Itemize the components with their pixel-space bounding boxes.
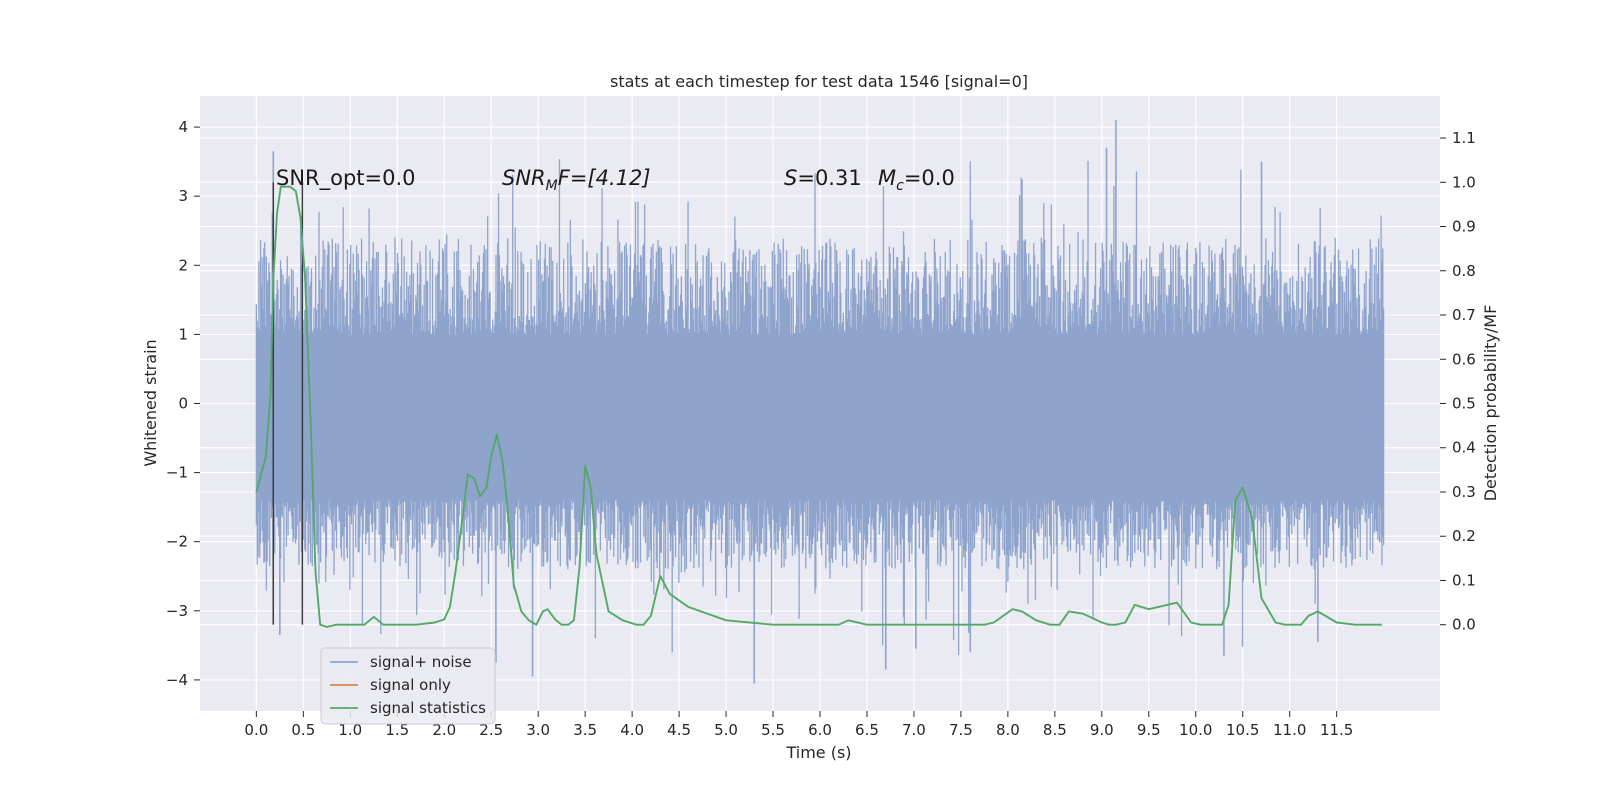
annotation-mc: Mc=0.0 xyxy=(878,166,955,194)
x-tick-label: 7.5 xyxy=(949,721,973,739)
y2-tick-label: 1.1 xyxy=(1452,129,1476,147)
y2-tick-label: 0.4 xyxy=(1452,439,1476,457)
x-tick-label: 3.5 xyxy=(573,721,597,739)
x-axis-ticks: 0.0 0.5 1.0 1.5 2.0 2.5 3.0 3.5 4.0 4.5 5.0 5.5 6.0 6… xyxy=(244,711,1353,739)
x-tick-label: 10.5 xyxy=(1226,721,1259,739)
y-axis-ticks: −4 −3 −2 −1 0 1 2 3 4 xyxy=(166,118,200,689)
x-tick-label: 5.5 xyxy=(761,721,785,739)
y2-tick-label: 0.9 xyxy=(1452,218,1476,236)
x-tick-label: 11.5 xyxy=(1320,721,1353,739)
y-tick-label: −1 xyxy=(166,464,188,482)
y2-axis-label: Detection probability/MF xyxy=(1481,305,1500,502)
y-tick-label: 1 xyxy=(178,325,188,343)
y2-axis-ticks: 0.0 0.1 0.2 0.3 0.4 0.5 0.6 0.7 0.8 0.9 1.0 1.1 xyxy=(1440,129,1476,634)
y2-tick-label: 0.6 xyxy=(1452,350,1476,368)
legend-label-signal-only: signal only xyxy=(370,676,451,694)
signal-statistics-line xyxy=(255,185,1382,628)
y2-tick-label: 0.0 xyxy=(1452,616,1476,634)
x-tick-label: 9.5 xyxy=(1137,721,1161,739)
y2-tick-label: 0.8 xyxy=(1452,262,1476,280)
annotation-s: S=0.31 xyxy=(784,166,862,190)
x-tick-label: 4.0 xyxy=(620,721,644,739)
chart-title: stats at each timestep for test data 154… xyxy=(610,72,1028,91)
x-tick-label: 11.0 xyxy=(1273,721,1306,739)
y2-tick-label: 0.3 xyxy=(1452,483,1476,501)
x-tick-label: 8.5 xyxy=(1043,721,1067,739)
y2-tick-label: 0.2 xyxy=(1452,527,1476,545)
y-tick-label: 0 xyxy=(178,395,188,413)
x-tick-label: 10.0 xyxy=(1179,721,1212,739)
x-tick-label: 6.5 xyxy=(855,721,879,739)
y2-tick-label: 0.1 xyxy=(1452,571,1476,589)
x-tick-label: 4.5 xyxy=(667,721,691,739)
legend: signal+ noise signal only signal statist… xyxy=(320,647,496,725)
x-tick-label: 1.5 xyxy=(385,721,409,739)
x-tick-label: 3.0 xyxy=(526,721,550,739)
x-tick-label: 5.0 xyxy=(714,721,738,739)
annotation-snr-opt: SNR_opt=0.0 xyxy=(276,166,416,191)
x-tick-label: 2.0 xyxy=(432,721,456,739)
x-tick-label: 9.0 xyxy=(1090,721,1114,739)
marker-lines xyxy=(272,182,304,625)
y-tick-label: 4 xyxy=(178,118,188,136)
signal-statistics-series xyxy=(255,185,1382,628)
legend-box xyxy=(320,647,496,725)
y-tick-label: 3 xyxy=(178,187,188,205)
y2-tick-label: 1.0 xyxy=(1452,173,1476,191)
x-tick-label: 8.0 xyxy=(996,721,1020,739)
y-axis-label: Whitened strain xyxy=(141,339,160,466)
x-tick-label: 2.5 xyxy=(479,721,503,739)
y-tick-label: 2 xyxy=(178,256,188,274)
x-tick-label: 0.0 xyxy=(244,721,268,739)
y-tick-label: −2 xyxy=(166,533,188,551)
y2-tick-label: 0.5 xyxy=(1452,395,1476,413)
y2-tick-label: 0.7 xyxy=(1452,306,1476,324)
y-tick-label: −4 xyxy=(166,671,188,689)
annotation-snr-mf: SNRMF=[4.12] xyxy=(502,166,651,194)
x-axis-label: Time (s) xyxy=(785,743,851,762)
x-tick-label: 1.0 xyxy=(338,721,362,739)
x-tick-label: 0.5 xyxy=(291,721,315,739)
x-tick-label: 6.0 xyxy=(808,721,832,739)
y-tick-label: −3 xyxy=(166,602,188,620)
x-tick-label: 7.0 xyxy=(902,721,926,739)
legend-label-signal-noise: signal+ noise xyxy=(370,653,472,671)
signal-noise-series xyxy=(255,120,1385,684)
legend-label-signal-statistics: signal statistics xyxy=(370,699,486,717)
